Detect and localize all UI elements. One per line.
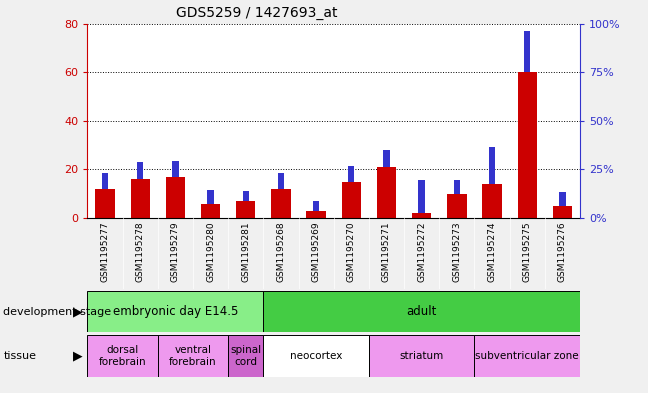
Bar — [236, 201, 255, 218]
Text: spinal
cord: spinal cord — [230, 345, 261, 367]
Text: GDS5259 / 1427693_at: GDS5259 / 1427693_at — [176, 6, 338, 20]
Text: GSM1195276: GSM1195276 — [558, 222, 567, 282]
Bar — [87, 291, 263, 332]
Text: GSM1195272: GSM1195272 — [417, 222, 426, 282]
Bar — [263, 291, 580, 332]
Text: GSM1195270: GSM1195270 — [347, 222, 356, 282]
Text: GSM1195269: GSM1195269 — [312, 222, 321, 282]
Bar — [278, 173, 284, 189]
Bar — [201, 204, 220, 218]
Text: GSM1195277: GSM1195277 — [100, 222, 110, 282]
Text: development stage: development stage — [3, 307, 111, 317]
Text: striatum: striatum — [400, 351, 444, 361]
Bar — [419, 180, 425, 213]
Text: GSM1195278: GSM1195278 — [135, 222, 145, 282]
Text: neocortex: neocortex — [290, 351, 342, 361]
Bar — [518, 72, 537, 218]
Bar — [130, 179, 150, 218]
Text: ■: ■ — [87, 392, 99, 393]
Bar — [412, 213, 432, 218]
Bar — [454, 180, 460, 194]
Bar — [553, 206, 572, 218]
Bar — [313, 201, 319, 211]
Bar — [384, 150, 389, 167]
Bar — [474, 335, 580, 377]
Bar — [228, 335, 263, 377]
Bar — [369, 335, 474, 377]
Bar — [489, 147, 495, 184]
Text: subventricular zone: subventricular zone — [476, 351, 579, 361]
Bar — [172, 161, 179, 177]
Bar — [272, 189, 290, 218]
Bar — [102, 173, 108, 189]
Text: ▶: ▶ — [73, 305, 83, 318]
Text: ventral
forebrain: ventral forebrain — [169, 345, 217, 367]
Bar — [207, 190, 214, 204]
Bar — [137, 162, 143, 179]
Text: adult: adult — [406, 305, 437, 318]
Bar — [166, 177, 185, 218]
Bar — [307, 211, 326, 218]
Bar — [348, 166, 354, 182]
Text: GSM1195280: GSM1195280 — [206, 222, 215, 282]
Bar — [559, 192, 566, 206]
Text: GSM1195275: GSM1195275 — [523, 222, 532, 282]
Bar — [158, 335, 228, 377]
Text: tissue: tissue — [3, 351, 36, 361]
Text: GSM1195279: GSM1195279 — [171, 222, 180, 282]
Bar — [482, 184, 502, 218]
Bar — [95, 189, 115, 218]
Bar — [242, 191, 249, 201]
Text: embryonic day E14.5: embryonic day E14.5 — [113, 305, 238, 318]
Bar — [447, 194, 467, 218]
Bar — [263, 335, 369, 377]
Bar — [376, 167, 396, 218]
Text: dorsal
forebrain: dorsal forebrain — [99, 345, 146, 367]
Text: GSM1195268: GSM1195268 — [277, 222, 286, 282]
Bar — [341, 182, 361, 218]
Text: ▶: ▶ — [73, 349, 83, 363]
Text: GSM1195273: GSM1195273 — [452, 222, 461, 282]
Bar — [524, 31, 530, 72]
Bar — [87, 335, 158, 377]
Text: GSM1195281: GSM1195281 — [241, 222, 250, 282]
Text: GSM1195271: GSM1195271 — [382, 222, 391, 282]
Text: GSM1195274: GSM1195274 — [487, 222, 496, 282]
